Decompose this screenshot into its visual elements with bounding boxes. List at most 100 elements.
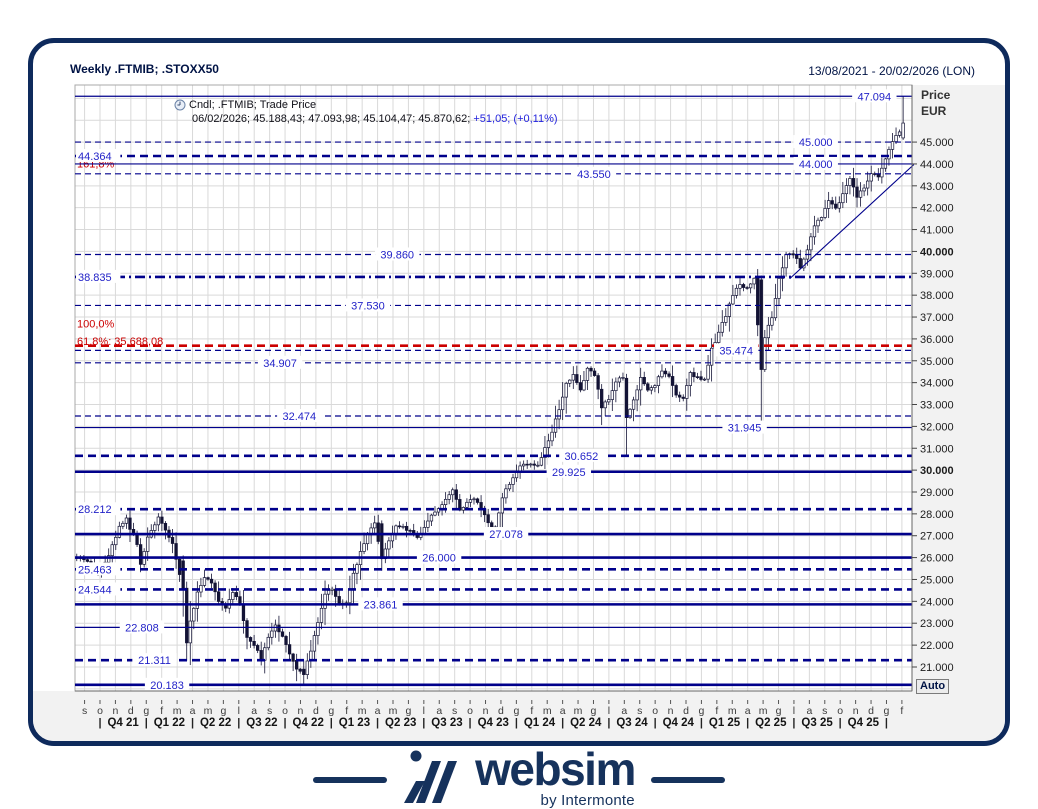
month-label: l <box>793 705 795 717</box>
candle-body <box>135 534 139 545</box>
month-label: a <box>560 705 566 717</box>
level-label-bg <box>793 135 838 149</box>
quarter-label: Q2 24 <box>570 717 602 729</box>
quarter-separator: | <box>515 717 518 729</box>
candle-body <box>607 399 611 403</box>
level-label: 29.925 <box>552 467 586 479</box>
level-label-bg <box>76 562 121 576</box>
candle-body <box>376 522 380 542</box>
month-label: m <box>173 705 182 717</box>
candle-body <box>830 200 834 205</box>
quarter-label: Q3 22 <box>246 717 277 729</box>
level-label-bg <box>546 464 592 478</box>
candle-body <box>635 389 639 401</box>
candle-series-icon[interactable] <box>174 99 186 111</box>
month-label: a <box>621 705 627 717</box>
candle-body <box>603 401 607 409</box>
price-tick-label: 45.000 <box>920 137 954 149</box>
month-label: m <box>204 705 213 717</box>
price-tick-label: 25.000 <box>920 574 954 586</box>
candle-body <box>263 647 267 661</box>
candle-body <box>766 324 771 339</box>
candle-body <box>571 374 575 381</box>
price-tick-label: 35.000 <box>920 356 954 368</box>
candle-body <box>706 364 710 380</box>
month-label: g <box>884 705 890 717</box>
candle-body <box>614 381 618 392</box>
quarter-label: Q4 22 <box>293 717 324 729</box>
candle-body <box>316 622 320 636</box>
candle-body <box>617 377 622 383</box>
candle-body <box>816 219 820 227</box>
month-label: o <box>282 705 288 717</box>
quarter-label: Q3 24 <box>616 717 648 729</box>
candle-body <box>901 122 905 139</box>
month-label: d <box>313 705 319 717</box>
candle-body <box>472 498 476 501</box>
trendline[interactable] <box>789 164 915 280</box>
month-label: n <box>668 705 674 717</box>
month-label: f <box>160 705 163 717</box>
level-label: 26.000 <box>422 553 456 565</box>
candle-body <box>844 185 849 195</box>
candle-body <box>312 635 317 652</box>
candle-body <box>887 149 891 160</box>
candle-body <box>277 624 281 633</box>
level-label-bg <box>144 677 190 691</box>
candle-body <box>202 577 207 586</box>
price-tick-label: 43.000 <box>920 181 954 193</box>
level-label: 24.544 <box>78 584 112 596</box>
candle-body <box>727 303 731 317</box>
level-label: 38.835 <box>78 272 112 284</box>
month-label: m <box>574 705 583 717</box>
candle-body <box>866 180 870 189</box>
candle-body <box>709 347 714 366</box>
candle-body <box>802 258 806 269</box>
month-label: s <box>452 705 457 717</box>
candle-body <box>433 511 437 516</box>
candle-body <box>642 377 646 385</box>
candle-body <box>692 372 696 378</box>
level-label-bg <box>132 653 177 667</box>
quarter-label: Q4 23 <box>478 717 509 729</box>
month-label: f <box>715 705 718 717</box>
price-tick-label: 21.000 <box>920 662 954 674</box>
candle-body <box>266 636 270 649</box>
price-tick-label: 24.000 <box>920 596 954 608</box>
series-legend: Cndl; .FTMIB; Trade Price 06/02/2026; 45… <box>174 98 558 126</box>
legend-ohlc-values: 06/02/2026; 45.188,43; 47.093,98; 45.104… <box>192 113 474 125</box>
candle-body <box>181 560 185 589</box>
candle-body <box>461 507 466 511</box>
level-label-bg <box>483 527 529 541</box>
auto-scale-button[interactable]: Auto <box>916 679 950 694</box>
price-tick-label: 27.000 <box>920 531 954 543</box>
price-tick-label: 23.000 <box>920 618 954 630</box>
month-label: g <box>220 705 226 717</box>
candle-body <box>553 418 558 433</box>
candle-body <box>248 637 253 642</box>
price-tick-label: 38.000 <box>920 290 954 302</box>
month-label: l <box>423 705 425 717</box>
candle-body <box>546 440 551 448</box>
month-label: g <box>405 705 411 717</box>
chart-canvas[interactable]: 161,8%100,0%61,8%: 35.688,0847.09445.000… <box>33 43 1005 741</box>
level-label-bg <box>358 597 403 611</box>
candle-body <box>564 382 568 398</box>
level-label: 22.808 <box>125 622 159 634</box>
month-label: a <box>745 705 751 717</box>
candle-body <box>185 587 189 644</box>
price-axis-currency: EUR <box>921 104 947 118</box>
price-tick-label: 33.000 <box>920 400 954 412</box>
candle-body <box>110 544 114 556</box>
candle-body <box>380 523 384 560</box>
candle-body <box>834 203 838 209</box>
level-label-bg <box>416 550 462 564</box>
candle-body <box>858 190 863 198</box>
month-label: n <box>483 705 489 717</box>
footer-logo: websim by Intermonte <box>0 746 1038 809</box>
candle-body <box>869 173 873 182</box>
month-label: f <box>345 705 348 717</box>
quarter-separator: | <box>284 717 287 729</box>
candle-body <box>532 463 536 466</box>
candle-body <box>362 543 366 552</box>
